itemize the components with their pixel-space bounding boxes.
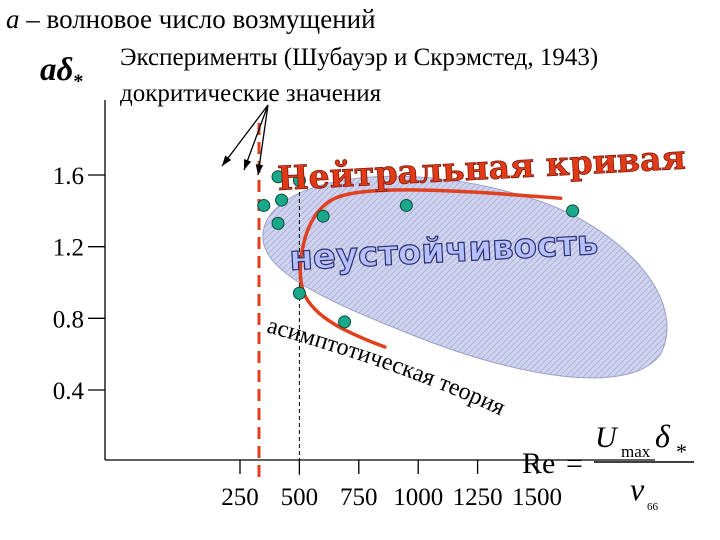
data-point: [338, 315, 352, 329]
slide-title: a – волновое число возмущений: [6, 4, 376, 34]
arrowhead: [244, 159, 252, 170]
x-tick-label: 250: [221, 484, 259, 511]
data-point: [275, 193, 289, 207]
x-tick-label: 500: [281, 484, 319, 511]
formula-u-sub: max: [621, 442, 651, 461]
data-point: [316, 209, 330, 223]
y-tick-label: 1.6: [53, 163, 84, 190]
y-tick-label: 0.8: [53, 306, 84, 333]
arrows: [221, 104, 269, 176]
x-tick-label: 1250: [453, 484, 503, 511]
y-tick-label: 0.4: [53, 378, 85, 405]
x-tick-label: 1500: [512, 484, 562, 511]
y-tick-label: 1.2: [53, 235, 84, 262]
data-point: [566, 204, 580, 218]
data-point: [271, 170, 285, 184]
arrowhead: [255, 164, 264, 175]
experiments-label: Эксперименты (Шубауэр и Скрэмстед, 1943): [120, 44, 599, 71]
pointer-arrow: [257, 104, 269, 176]
x-tick-label: 1000: [393, 484, 443, 511]
pointer-arrow: [243, 104, 269, 171]
reference-lines: [257, 123, 300, 482]
data-point: [257, 198, 271, 212]
neutral-curve-group: [298, 188, 563, 349]
reynolds-formula: Re = U max δ * ν: [522, 418, 694, 507]
data-point: [399, 198, 413, 212]
instability-region: [262, 175, 668, 379]
pointer-arrow: [221, 104, 269, 167]
formula-u: U: [595, 421, 619, 454]
formula-nu: ν: [630, 471, 645, 507]
slide-number: 66: [647, 501, 659, 513]
formula-delta-sub: *: [676, 439, 687, 464]
precritical-label: докритические значения: [120, 80, 382, 107]
data-point: [292, 286, 306, 300]
data-points: [257, 170, 580, 329]
data-point: [271, 216, 285, 230]
x-tick-label: 750: [340, 484, 378, 511]
data-point: [292, 173, 306, 187]
formula-eq: =: [566, 447, 583, 480]
arrowhead: [222, 155, 232, 166]
formula-delta: δ: [655, 418, 671, 454]
axes: 0.4 0.8 1.2 1.6 250 500 750 1000 1250 1500: [53, 100, 655, 511]
y-axis-symbol: aδ*: [40, 52, 84, 93]
formula-re: Re: [522, 447, 555, 480]
neutral-curve: [298, 188, 563, 349]
